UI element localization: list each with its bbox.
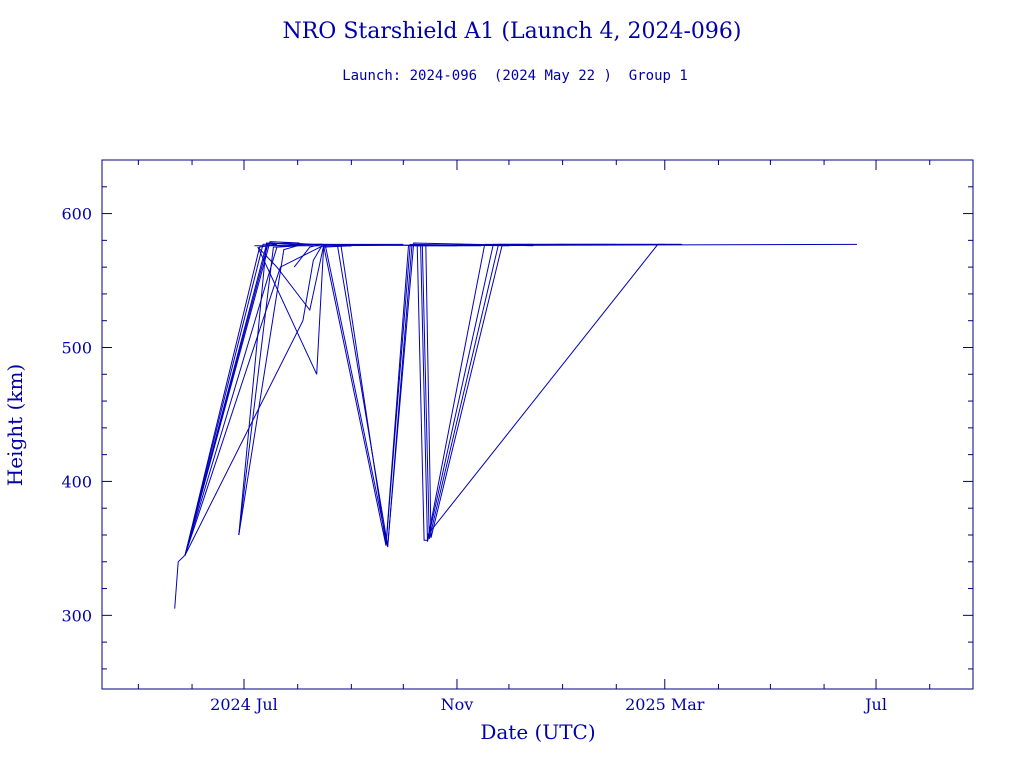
series-line <box>238 245 295 536</box>
x-axis-tick-labels: 2024 Jul Nov 2025 Mar Jul <box>210 695 887 714</box>
series-line <box>238 245 298 536</box>
series-line <box>340 245 482 545</box>
chart-subtitle: Launch: 2024-096 (2024 May 22 ) Group 1 <box>342 68 688 84</box>
series-line <box>184 243 404 556</box>
series-line <box>184 241 300 556</box>
series-line <box>420 243 617 542</box>
series-line <box>293 243 352 268</box>
x-tick-label: Nov <box>441 695 474 714</box>
x-tick-label: Jul <box>863 695 887 714</box>
plot-frame <box>101 159 974 690</box>
series-line <box>254 243 458 247</box>
x-tick-label: 2025 Mar <box>625 695 705 714</box>
series-line <box>184 242 322 556</box>
y-axis-label: Height (km) <box>3 364 27 486</box>
series-line <box>421 243 665 540</box>
y-tick-label: 500 <box>61 338 92 357</box>
y-tick-label: 300 <box>61 606 92 625</box>
series-line <box>324 243 509 548</box>
series-line <box>416 243 534 541</box>
series-line <box>337 242 534 546</box>
series-line <box>184 245 352 556</box>
axis-ticks <box>102 159 973 689</box>
series-line <box>257 245 325 312</box>
series-line <box>427 243 683 536</box>
x-axis-label: Date (UTC) <box>480 720 595 744</box>
series-line <box>238 242 322 536</box>
y-tick-label: 600 <box>61 205 92 224</box>
x-tick-label: 2024 Jul <box>210 695 278 714</box>
series-line <box>425 243 563 538</box>
series-group <box>174 241 858 609</box>
chart-title: NRO Starshield A1 (Launch 4, 2024-096) <box>282 19 741 44</box>
y-tick-label: 400 <box>61 472 92 491</box>
series-line <box>323 243 858 546</box>
series-line <box>184 243 681 556</box>
y-axis-tick-labels: 300 400 500 600 <box>61 205 92 626</box>
